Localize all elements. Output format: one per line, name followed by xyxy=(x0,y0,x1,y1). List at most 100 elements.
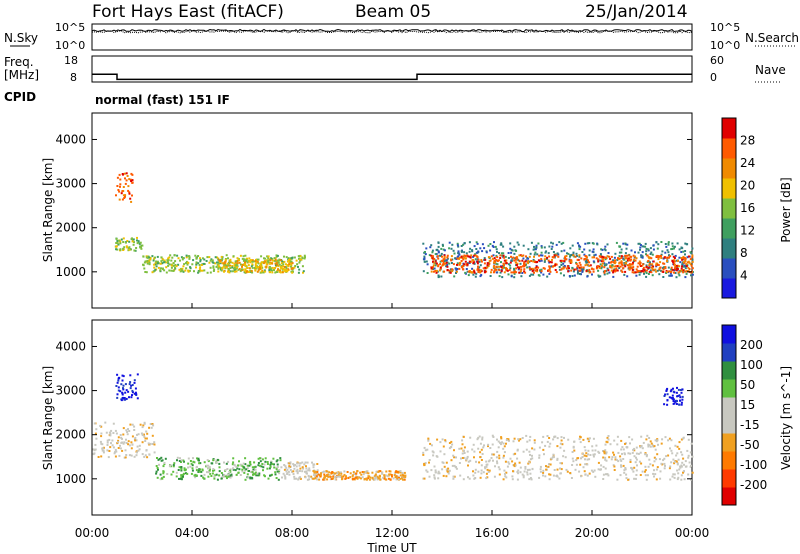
data-cell xyxy=(180,461,182,463)
data-cell xyxy=(437,264,440,267)
data-cell xyxy=(492,436,495,438)
data-cell xyxy=(660,253,663,256)
data-cell xyxy=(619,474,622,477)
data-cell xyxy=(120,192,123,195)
data-cell xyxy=(522,257,525,260)
data-cell xyxy=(136,433,138,436)
data-cell xyxy=(592,242,595,245)
data-cell xyxy=(443,453,446,456)
data-cell xyxy=(526,266,529,269)
data-cell xyxy=(259,271,262,274)
data-cell xyxy=(157,266,160,269)
data-cell xyxy=(323,477,326,480)
data-cell xyxy=(448,241,451,244)
data-cell xyxy=(516,262,519,265)
data-cell xyxy=(502,442,505,445)
data-cell xyxy=(513,276,516,279)
data-cell xyxy=(172,262,175,265)
data-cell xyxy=(229,476,232,479)
data-cell xyxy=(299,467,302,470)
data-cell xyxy=(271,262,274,265)
data-cell xyxy=(469,247,472,250)
nave-tick-bottom: 0 xyxy=(710,71,717,84)
data-cell xyxy=(445,265,448,268)
data-cell xyxy=(448,262,451,265)
data-cell xyxy=(592,270,595,273)
data-cell xyxy=(467,270,470,273)
data-cell xyxy=(499,441,501,444)
data-cell xyxy=(672,387,674,390)
data-cell xyxy=(117,243,120,246)
data-cell xyxy=(221,266,224,269)
data-cell xyxy=(161,267,164,270)
data-cell xyxy=(619,455,622,458)
data-cell xyxy=(644,474,647,477)
data-cell xyxy=(542,471,545,474)
data-cell xyxy=(640,462,643,465)
data-cell xyxy=(664,464,666,467)
data-cell xyxy=(339,475,342,478)
data-cell xyxy=(517,259,520,262)
data-cell xyxy=(573,440,576,443)
data-cell xyxy=(139,245,142,248)
data-cell xyxy=(531,270,534,273)
data-cell xyxy=(241,257,244,260)
data-cell xyxy=(608,271,611,274)
data-cell xyxy=(256,260,259,263)
data-cell xyxy=(488,260,491,263)
data-cell xyxy=(607,435,610,437)
data-cell xyxy=(608,261,610,264)
data-cell xyxy=(583,253,586,256)
data-cell xyxy=(671,245,674,248)
data-cell xyxy=(518,260,521,262)
data-cell xyxy=(647,445,650,448)
data-cell xyxy=(620,251,623,254)
data-cell xyxy=(174,266,176,269)
data-cell xyxy=(285,270,288,273)
data-cell xyxy=(480,472,483,475)
power-frame xyxy=(91,112,693,309)
data-cell xyxy=(134,249,137,252)
data-cell xyxy=(315,475,318,478)
data-cell xyxy=(527,262,530,265)
data-cell xyxy=(604,263,607,266)
data-cell xyxy=(680,257,683,259)
noise-left-tick-bottom: 10^0 xyxy=(55,39,85,52)
data-cell xyxy=(471,271,473,274)
data-cell xyxy=(516,241,519,244)
data-cell xyxy=(555,263,558,266)
data-cell xyxy=(638,460,641,463)
data-cell xyxy=(581,269,583,271)
data-cell xyxy=(112,422,115,425)
data-cell xyxy=(241,264,244,266)
data-cell xyxy=(207,475,210,478)
data-cell xyxy=(573,274,576,277)
data-cell xyxy=(568,258,571,261)
data-cell xyxy=(578,470,581,473)
power-colorbar-label: Power [dB] xyxy=(779,177,793,242)
data-cell xyxy=(284,266,287,269)
data-cell xyxy=(207,460,210,463)
data-cell xyxy=(130,447,133,450)
data-cell xyxy=(526,468,529,471)
data-cell xyxy=(398,476,400,479)
data-cell xyxy=(281,267,284,270)
data-cell xyxy=(560,268,563,271)
data-cell xyxy=(662,268,665,271)
data-cell xyxy=(464,260,467,263)
freq-frame xyxy=(91,55,693,83)
data-cell xyxy=(395,478,398,481)
data-cell xyxy=(558,268,561,271)
data-cell xyxy=(268,271,271,274)
data-cell xyxy=(670,439,673,442)
data-cell xyxy=(514,257,517,260)
data-cell xyxy=(152,424,155,427)
data-cell xyxy=(155,260,158,263)
data-cell xyxy=(621,264,624,267)
data-cell xyxy=(629,458,632,461)
data-cell xyxy=(497,259,500,262)
data-cell xyxy=(185,267,188,270)
data-cell xyxy=(680,464,683,467)
data-cell xyxy=(116,373,119,376)
